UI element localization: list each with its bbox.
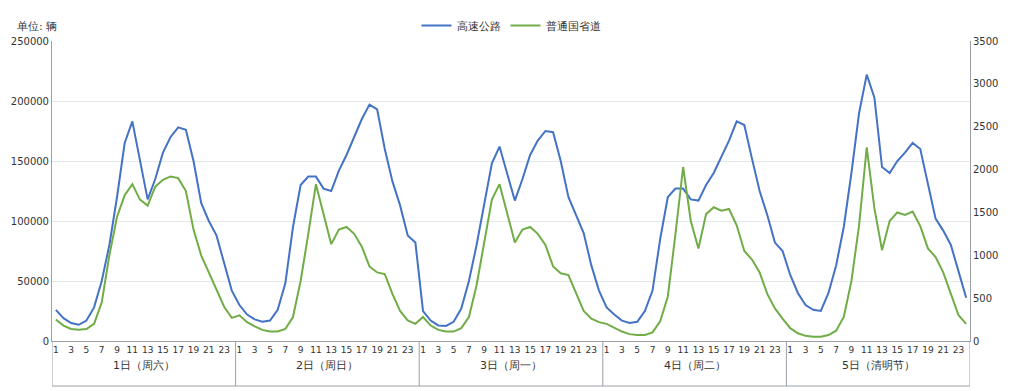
svg-text:1: 1 [237,345,243,355]
svg-text:高速公路: 高速公路 [457,20,501,33]
svg-text:0: 0 [973,336,979,347]
svg-text:15: 15 [524,345,535,355]
svg-text:2日（周日）: 2日（周日） [296,359,358,372]
svg-text:17: 17 [723,345,734,355]
svg-text:1: 1 [787,345,793,355]
svg-text:17: 17 [356,345,367,355]
svg-text:9: 9 [849,345,855,355]
svg-text:3000: 3000 [973,78,998,89]
svg-text:15: 15 [892,345,903,355]
svg-text:9: 9 [114,345,120,355]
svg-text:3: 3 [619,345,625,355]
svg-text:单位: 辆: 单位: 辆 [17,20,57,33]
svg-text:21: 21 [203,345,214,355]
svg-text:13: 13 [326,345,337,355]
svg-text:普通国省道: 普通国省道 [546,20,601,33]
svg-text:2500: 2500 [973,121,998,132]
svg-text:11: 11 [677,345,688,355]
svg-text:23: 23 [402,345,413,355]
svg-text:17: 17 [907,345,918,355]
svg-text:15: 15 [341,345,352,355]
svg-text:0: 0 [43,336,49,347]
svg-text:1500: 1500 [973,207,998,218]
svg-text:3: 3 [68,345,74,355]
svg-text:13: 13 [693,345,704,355]
svg-text:5: 5 [84,345,90,355]
svg-text:19: 19 [371,345,383,355]
svg-text:17: 17 [173,345,184,355]
svg-text:1日（周六）: 1日（周六） [113,359,175,372]
svg-text:19: 19 [188,345,200,355]
svg-text:11: 11 [861,345,872,355]
svg-text:5: 5 [267,345,273,355]
svg-text:11: 11 [127,345,138,355]
svg-text:15: 15 [157,345,168,355]
svg-text:23: 23 [586,345,597,355]
svg-text:4日（周二）: 4日（周二） [664,359,726,372]
svg-text:1: 1 [420,345,426,355]
svg-text:11: 11 [310,345,321,355]
svg-text:13: 13 [509,345,520,355]
svg-text:1: 1 [604,345,610,355]
svg-text:1: 1 [53,345,59,355]
svg-text:7: 7 [466,345,472,355]
svg-text:11: 11 [494,345,505,355]
svg-text:3: 3 [803,345,809,355]
svg-text:23: 23 [769,345,780,355]
svg-text:7: 7 [282,345,288,355]
svg-text:3: 3 [252,345,258,355]
svg-text:3500: 3500 [973,36,998,47]
svg-text:150000: 150000 [11,156,49,167]
svg-text:23: 23 [218,345,229,355]
svg-text:500: 500 [973,293,992,304]
svg-text:5: 5 [818,345,824,355]
svg-text:13: 13 [876,345,887,355]
svg-text:3日（周一）: 3日（周一） [480,359,542,372]
svg-text:21: 21 [387,345,398,355]
svg-text:7: 7 [99,345,105,355]
svg-text:3: 3 [435,345,441,355]
svg-text:19: 19 [739,345,751,355]
svg-text:19: 19 [555,345,567,355]
svg-text:100000: 100000 [11,216,49,227]
svg-text:21: 21 [570,345,581,355]
svg-text:9: 9 [298,345,304,355]
svg-text:2000: 2000 [973,164,998,175]
svg-text:7: 7 [650,345,656,355]
svg-text:13: 13 [142,345,153,355]
svg-text:50000: 50000 [17,276,49,287]
svg-text:21: 21 [754,345,765,355]
svg-text:5: 5 [451,345,457,355]
svg-text:7: 7 [833,345,839,355]
svg-text:17: 17 [540,345,551,355]
svg-text:5日（清明节）: 5日（清明节） [842,359,915,372]
svg-text:23: 23 [953,345,964,355]
svg-text:1000: 1000 [973,250,998,261]
svg-text:250000: 250000 [11,36,49,47]
svg-text:200000: 200000 [11,96,49,107]
svg-text:21: 21 [938,345,949,355]
svg-text:9: 9 [481,345,487,355]
svg-text:9: 9 [665,345,671,355]
svg-text:19: 19 [922,345,934,355]
svg-text:15: 15 [708,345,719,355]
svg-text:5: 5 [634,345,640,355]
